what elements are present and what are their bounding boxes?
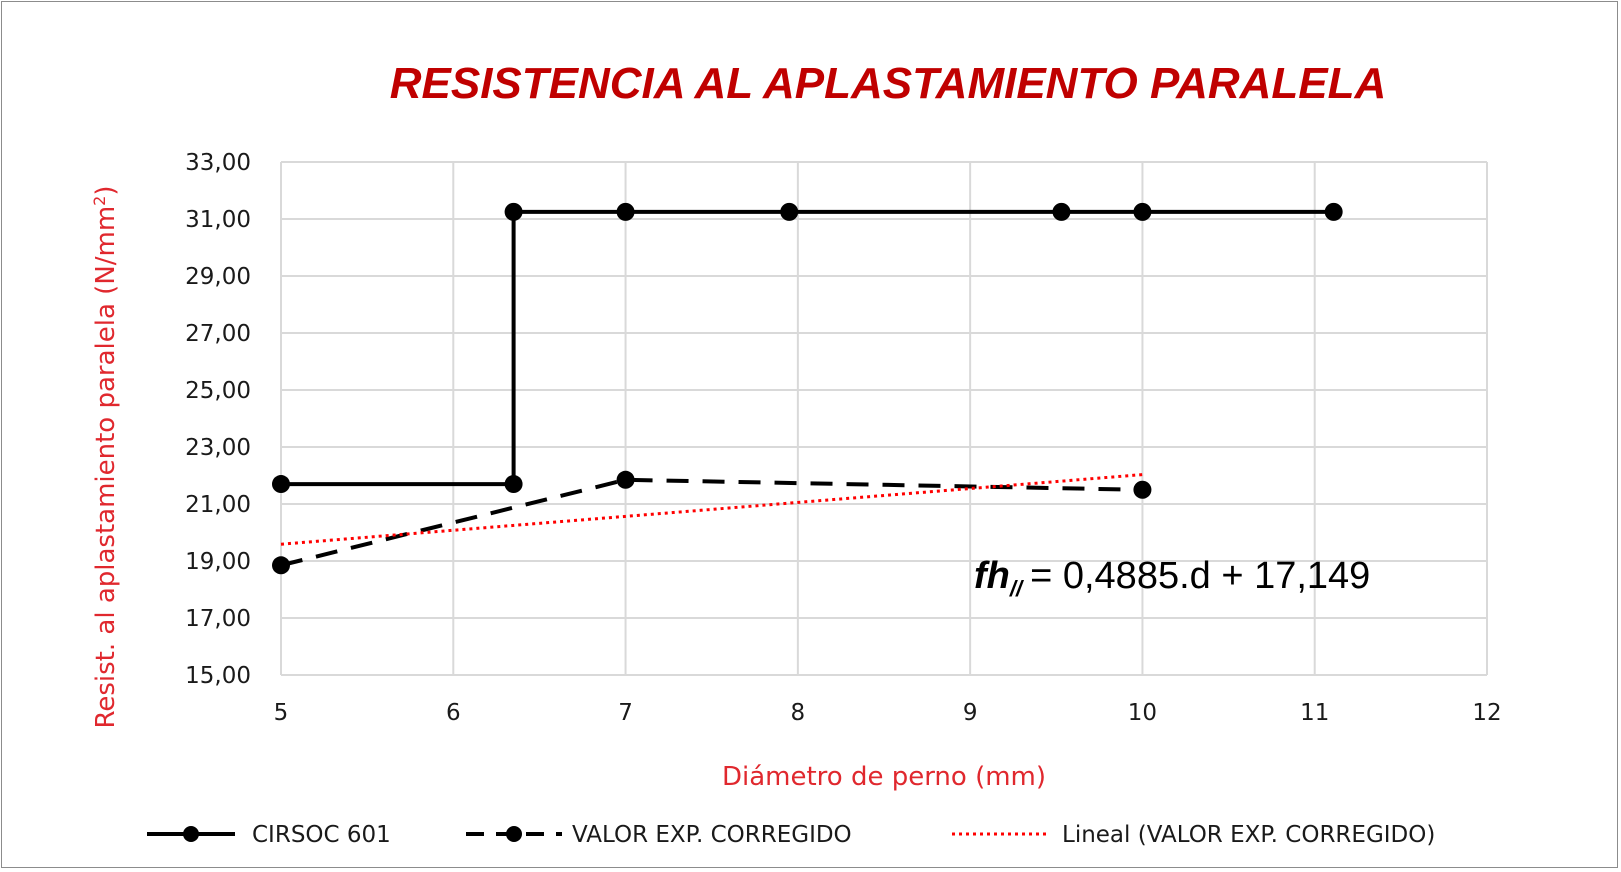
legend-item-cirsoc: CIRSOC 601 (147, 822, 391, 848)
data-point-cirsoc (616, 202, 635, 221)
data-point-cirsoc (504, 475, 523, 494)
x-tick-label: 11 (1300, 700, 1329, 726)
plot-series (272, 202, 1343, 575)
y-axis-title-close: ) (91, 185, 121, 195)
x-axis-title: Diámetro de perno (mm) (722, 762, 1046, 792)
legend-label-trend: Lineal (VALOR EXP. CORREGIDO) (1062, 822, 1435, 848)
equation-annotation: fh//= 0,4885.d + 17,149 (974, 555, 1370, 601)
y-axis-title-main: Resist. al aplastamiento paralela (N/mm (91, 206, 121, 729)
x-tick-label: 5 (274, 700, 289, 726)
data-point-exp (1133, 480, 1152, 499)
chart-title: RESISTENCIA AL APLASTAMIENTO PARALELA (390, 59, 1387, 108)
x-tick-label: 12 (1472, 700, 1501, 726)
y-tick-label: 29,00 (185, 264, 251, 290)
legend-label-exp: VALOR EXP. CORREGIDO (572, 822, 852, 848)
grid-lines (280, 161, 1488, 676)
data-point-exp (616, 470, 635, 489)
y-axis-title-superscript: 2 (90, 196, 109, 206)
legend-swatch-exp-marker (506, 826, 522, 842)
legend-swatch-cirsoc-marker (183, 826, 199, 842)
y-tick-label: 23,00 (185, 435, 251, 461)
legend-item-exp: VALOR EXP. CORREGIDO (466, 822, 852, 848)
y-tick-label: 25,00 (185, 378, 251, 404)
y-tick-label: 15,00 (185, 663, 251, 689)
y-tick-label: 17,00 (185, 606, 251, 632)
data-point-cirsoc (780, 202, 799, 221)
y-tick-label: 31,00 (185, 207, 251, 233)
legend-item-trend: Lineal (VALOR EXP. CORREGIDO) (952, 822, 1435, 848)
legend: CIRSOC 601 VALOR EXP. CORREGIDO Lineal (… (147, 822, 1435, 848)
data-point-cirsoc (272, 475, 290, 494)
x-tick-label: 10 (1128, 700, 1157, 726)
y-tick-label: 19,00 (185, 549, 251, 575)
x-axis-tick-labels: 5 6 7 8 9 10 11 12 (274, 700, 1502, 726)
equation-subscript: // (1009, 576, 1025, 601)
data-point-cirsoc (1052, 202, 1071, 221)
y-tick-label: 33,00 (185, 150, 251, 176)
y-axis-title: Resist. al aplastamiento paralela (N/mm2… (90, 185, 121, 728)
y-axis-tick-labels: 15,00 17,00 19,00 21,00 23,00 25,00 27,00 29,00… (185, 150, 251, 689)
data-point-cirsoc (1324, 202, 1343, 221)
data-point-cirsoc (1133, 202, 1152, 221)
data-point-cirsoc (504, 202, 523, 221)
equation-expression: = 0,4885.d + 17,149 (1030, 555, 1370, 597)
data-point-exp (272, 556, 290, 575)
series-line-cirsoc (281, 209, 1334, 487)
x-tick-label: 9 (963, 700, 978, 726)
series-line-exp (280, 477, 1143, 568)
y-tick-label: 21,00 (185, 492, 251, 518)
x-tick-label: 7 (618, 700, 633, 726)
legend-label-cirsoc: CIRSOC 601 (252, 822, 391, 848)
x-tick-label: 6 (446, 700, 461, 726)
equation-variable: fh (974, 555, 1010, 597)
x-tick-label: 8 (791, 700, 806, 726)
y-tick-label: 27,00 (185, 321, 251, 347)
